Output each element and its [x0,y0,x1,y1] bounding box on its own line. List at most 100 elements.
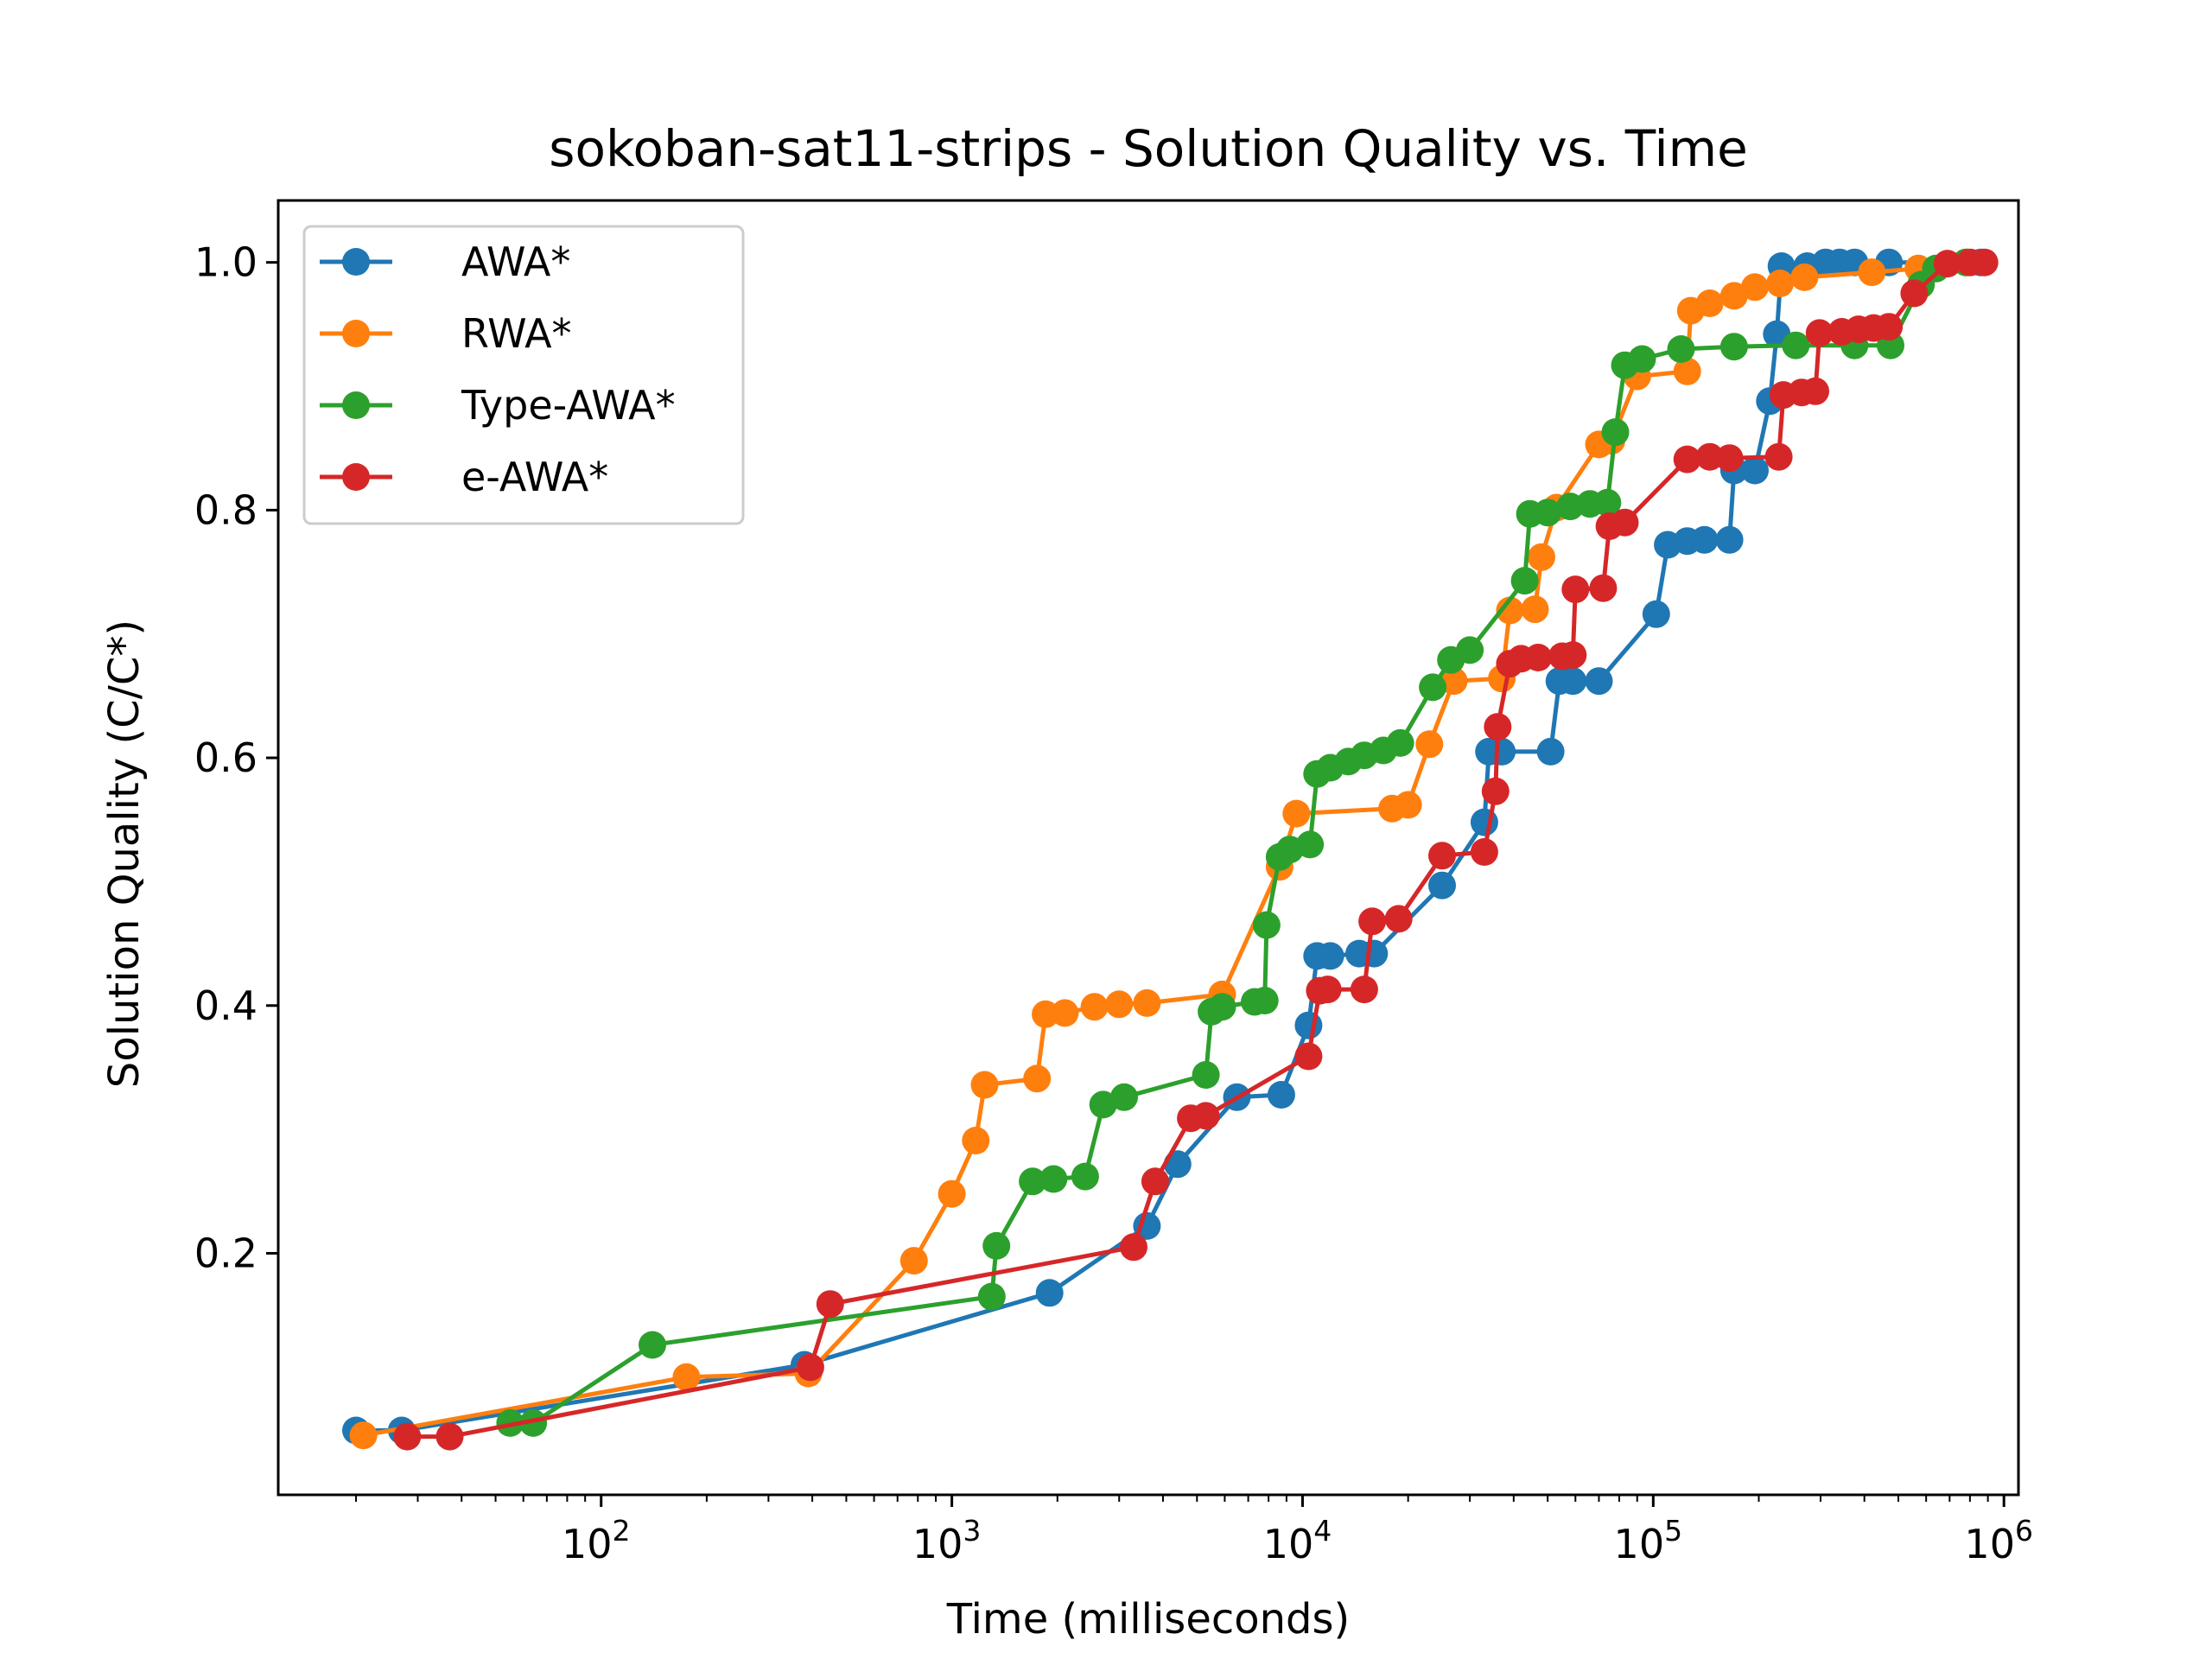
data-point [1534,499,1562,527]
data-point [1267,1081,1295,1109]
legend-item: AWA* [320,238,570,285]
data-point [1764,442,1793,471]
data-point [1561,575,1590,604]
data-point [1133,988,1161,1017]
legend-marker [342,463,370,491]
data-point [1120,1233,1147,1262]
data-point [1208,993,1236,1021]
data-point [1384,905,1413,933]
x-tick-exponent: 3 [963,1514,981,1548]
data-point [1559,667,1587,696]
data-point [1642,600,1670,628]
x-tick-label: 106 [1964,1514,2033,1567]
legend-label: RWA* [461,310,572,357]
legend-item: Type-AWA* [320,382,676,429]
x-tick-label: 104 [1263,1514,1332,1567]
data-point [1141,1167,1169,1196]
data-point [1440,667,1468,696]
legend-item: RWA* [320,310,572,357]
legend-marker [342,320,370,347]
data-point [1316,942,1344,970]
data-point [1358,907,1387,936]
data-point [1715,444,1744,473]
data-point [1611,508,1639,537]
data-point [1089,1090,1117,1119]
data-point [982,1231,1011,1260]
legend-marker [342,248,370,276]
data-point [816,1290,844,1319]
data-point [1470,838,1498,866]
y-tick-label: 0.2 [194,1230,257,1276]
legend-label: Type-AWA* [461,382,676,429]
data-point [1456,636,1484,664]
data-point [1481,777,1510,805]
data-point [1521,595,1549,624]
data-point [1695,289,1724,317]
x-tick-exponent: 4 [1313,1514,1332,1548]
data-point [1524,644,1553,671]
series-RWA* [349,248,1980,1450]
data-point [1428,871,1456,899]
data-point [1933,250,1961,278]
series-Type-AWA* [496,248,1980,1437]
data-point [1510,567,1539,595]
y-tick-label: 0.4 [194,982,257,1029]
data-point [1163,1150,1192,1179]
data-point [796,1353,824,1382]
series-e-AWA* [393,248,1999,1451]
data-point [1080,993,1109,1021]
data-point [1601,418,1630,447]
legend-label: e-AWA* [461,454,608,500]
x-tick-exponent: 2 [613,1514,631,1548]
data-point [1719,333,1748,361]
data-point [1536,737,1565,766]
data-point [1350,976,1378,1004]
data-point [938,1179,966,1208]
data-point [1741,273,1769,302]
data-point [977,1282,1006,1311]
data-point [1667,335,1695,363]
data-point [1802,377,1829,405]
data-point [1470,808,1498,836]
legend-label: AWA* [461,238,570,285]
data-point [1719,282,1748,310]
y-axis-label: Solution Quality (C/C*) [100,620,149,1088]
data-point [1296,830,1325,859]
data-point [1628,345,1656,373]
data-point [1741,456,1769,485]
data-point [1294,1042,1323,1071]
x-axis-label: Time (milliseconds) [946,1595,1350,1643]
data-point [1192,1102,1220,1130]
data-point [1673,445,1701,474]
data-point [1488,737,1516,766]
data-point [1023,1065,1052,1093]
data-point [1970,248,1999,276]
y-tick-label: 0.6 [194,734,257,781]
data-point [1782,331,1810,359]
data-point [1528,543,1555,571]
data-point [1585,667,1613,696]
data-point [1192,1061,1220,1089]
data-point [1250,987,1279,1014]
data-point [1715,525,1744,554]
data-point [1428,842,1456,870]
legend-box [302,225,745,525]
data-point [1900,279,1929,308]
data-point [1673,357,1701,385]
data-point [672,1363,701,1391]
data-point [1695,442,1724,471]
plot-series [342,248,1999,1451]
data-point [435,1422,464,1451]
data-point [1484,713,1512,741]
data-point [1019,1167,1047,1196]
data-point [1559,641,1587,670]
data-point [1051,999,1079,1027]
x-tick-exponent: 5 [1664,1514,1682,1548]
data-point [1858,258,1886,287]
data-point [1589,574,1618,602]
data-point [1071,1162,1099,1191]
data-point [1282,799,1311,828]
data-point [899,1247,928,1275]
